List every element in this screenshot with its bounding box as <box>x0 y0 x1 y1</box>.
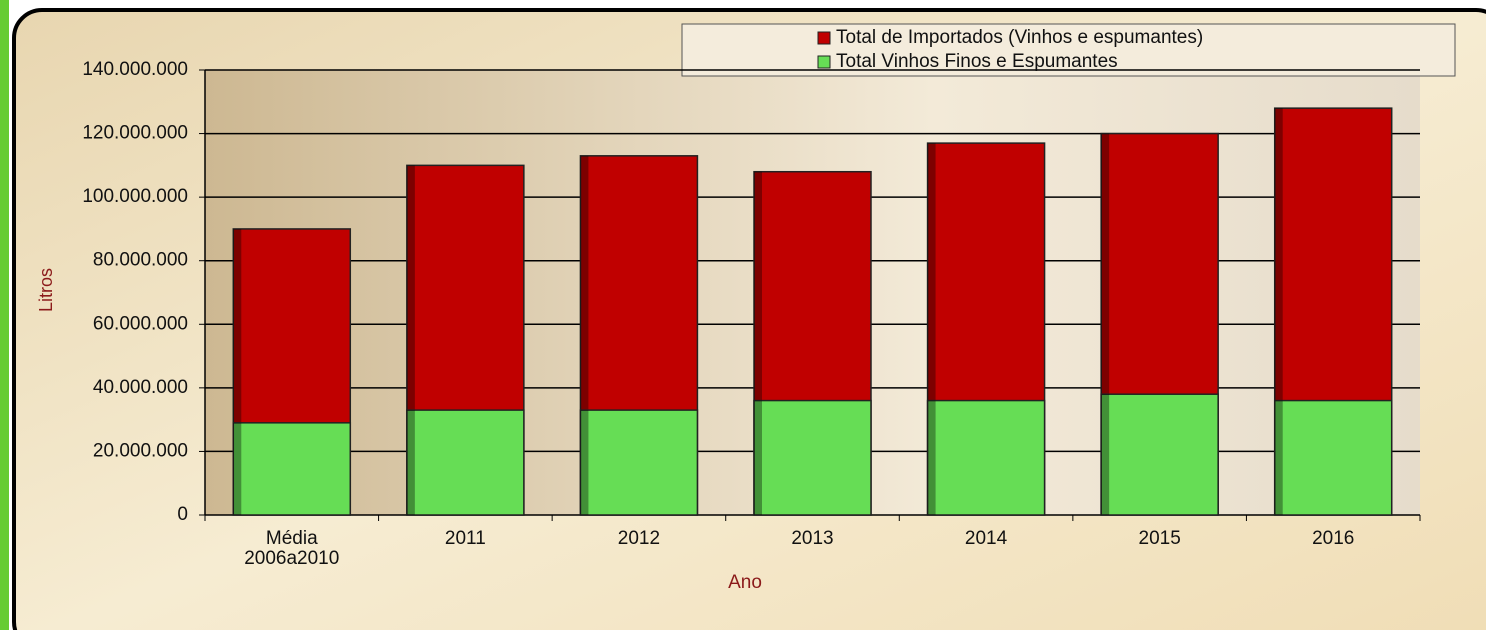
x-tick-label: 2012 <box>617 528 661 549</box>
bar <box>1100 393 1219 516</box>
y-tick-label: 120.000.000 <box>82 123 188 144</box>
legend <box>681 23 1456 77</box>
bar-shade <box>1101 133 1110 516</box>
x-tick-label: Média 2006a2010 <box>244 528 340 569</box>
y-tick-label: 20.000.000 <box>93 440 188 461</box>
bar <box>1273 399 1393 516</box>
legend-label: Total de Importados (Vinhos e espumantes… <box>836 27 1203 48</box>
y-tick-label: 80.000.000 <box>93 250 188 271</box>
bar-shade <box>1274 400 1283 515</box>
bar <box>753 399 872 516</box>
y-axis-label: Litros <box>36 268 56 312</box>
bar-shade <box>233 422 242 515</box>
bar-shade <box>406 165 415 515</box>
x-tick-label: 2014 <box>964 528 1008 549</box>
y-tick-label: 40.000.000 <box>93 377 188 398</box>
legend-swatch <box>817 31 831 45</box>
x-axis-label: Ano <box>728 572 762 593</box>
x-tick-label: 2015 <box>1138 528 1181 549</box>
x-tick-label: 2013 <box>791 528 834 549</box>
bar-shade <box>580 155 589 516</box>
bar-shade <box>754 400 762 515</box>
bar-shade <box>580 410 589 515</box>
x-tick-label: 2016 <box>1312 528 1355 549</box>
bar-shade <box>927 143 936 515</box>
bar-shade <box>233 228 242 515</box>
y-tick-label: 100.000.000 <box>82 186 188 207</box>
y-tick-label: 140.000.000 <box>82 59 188 80</box>
bar-shade <box>754 171 762 515</box>
y-tick-label: 0 <box>177 504 188 525</box>
y-tick-label: 60.000.000 <box>93 313 188 334</box>
x-tick-label: 2011 <box>444 528 486 549</box>
bar-shade <box>406 410 415 515</box>
bar <box>579 409 699 516</box>
bar-shade <box>1101 394 1110 515</box>
legend-swatch <box>817 55 831 69</box>
legend-label: Total Vinhos Finos e Espumantes <box>836 51 1118 72</box>
bar <box>926 399 1046 516</box>
side-bar <box>0 0 9 630</box>
bar-shade <box>927 400 936 515</box>
bar <box>406 409 525 516</box>
bar <box>232 422 352 516</box>
bar-shade <box>1274 108 1283 516</box>
